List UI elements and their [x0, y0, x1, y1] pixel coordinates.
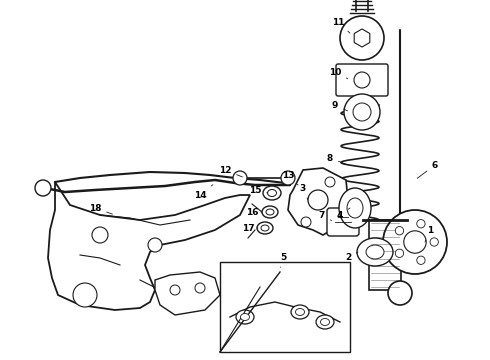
Circle shape: [383, 210, 447, 274]
Text: 9: 9: [332, 100, 347, 111]
Text: 18: 18: [89, 203, 112, 214]
Ellipse shape: [262, 206, 278, 218]
Circle shape: [233, 171, 247, 185]
Circle shape: [325, 177, 335, 187]
Ellipse shape: [320, 319, 329, 325]
Ellipse shape: [347, 198, 363, 218]
Ellipse shape: [291, 305, 309, 319]
Text: 8: 8: [327, 153, 345, 164]
FancyBboxPatch shape: [336, 64, 388, 96]
Ellipse shape: [236, 310, 254, 324]
Text: 5: 5: [280, 252, 286, 267]
Text: 11: 11: [332, 18, 350, 33]
Text: 6: 6: [417, 161, 438, 178]
Circle shape: [395, 226, 404, 235]
Ellipse shape: [295, 309, 304, 315]
Circle shape: [195, 283, 205, 293]
Circle shape: [35, 180, 51, 196]
Circle shape: [148, 238, 162, 252]
Circle shape: [354, 72, 370, 88]
Ellipse shape: [241, 314, 249, 320]
Text: 17: 17: [242, 224, 258, 233]
Text: 16: 16: [246, 207, 262, 216]
Polygon shape: [354, 29, 370, 47]
Circle shape: [404, 231, 426, 253]
Text: 7: 7: [319, 211, 332, 221]
Text: 1: 1: [425, 225, 433, 242]
Text: 4: 4: [337, 208, 350, 220]
Circle shape: [388, 281, 412, 305]
Ellipse shape: [366, 245, 384, 259]
Bar: [220, 262, 350, 352]
Circle shape: [308, 190, 328, 210]
Circle shape: [417, 256, 425, 265]
Text: 10: 10: [329, 68, 347, 79]
Circle shape: [353, 103, 371, 121]
Text: 2: 2: [345, 252, 358, 262]
Text: 14: 14: [194, 185, 213, 199]
Circle shape: [92, 227, 108, 243]
Polygon shape: [155, 272, 220, 315]
Circle shape: [73, 283, 97, 307]
Text: 13: 13: [282, 171, 298, 185]
Circle shape: [301, 217, 311, 227]
Ellipse shape: [257, 222, 273, 234]
Circle shape: [170, 285, 180, 295]
Circle shape: [395, 249, 404, 257]
Circle shape: [340, 16, 384, 60]
Ellipse shape: [357, 238, 393, 266]
Ellipse shape: [268, 189, 276, 197]
Text: 12: 12: [219, 166, 243, 177]
Polygon shape: [288, 168, 348, 235]
Ellipse shape: [339, 188, 371, 228]
FancyBboxPatch shape: [327, 208, 359, 236]
Ellipse shape: [266, 209, 274, 215]
Circle shape: [430, 238, 439, 246]
Circle shape: [417, 220, 425, 228]
Ellipse shape: [263, 186, 281, 200]
Circle shape: [281, 171, 295, 185]
Bar: [369, 220, 401, 290]
Text: 15: 15: [249, 185, 268, 194]
Ellipse shape: [316, 315, 334, 329]
Circle shape: [344, 94, 380, 130]
Text: 3: 3: [300, 184, 308, 200]
Ellipse shape: [261, 225, 269, 231]
Polygon shape: [48, 182, 250, 310]
